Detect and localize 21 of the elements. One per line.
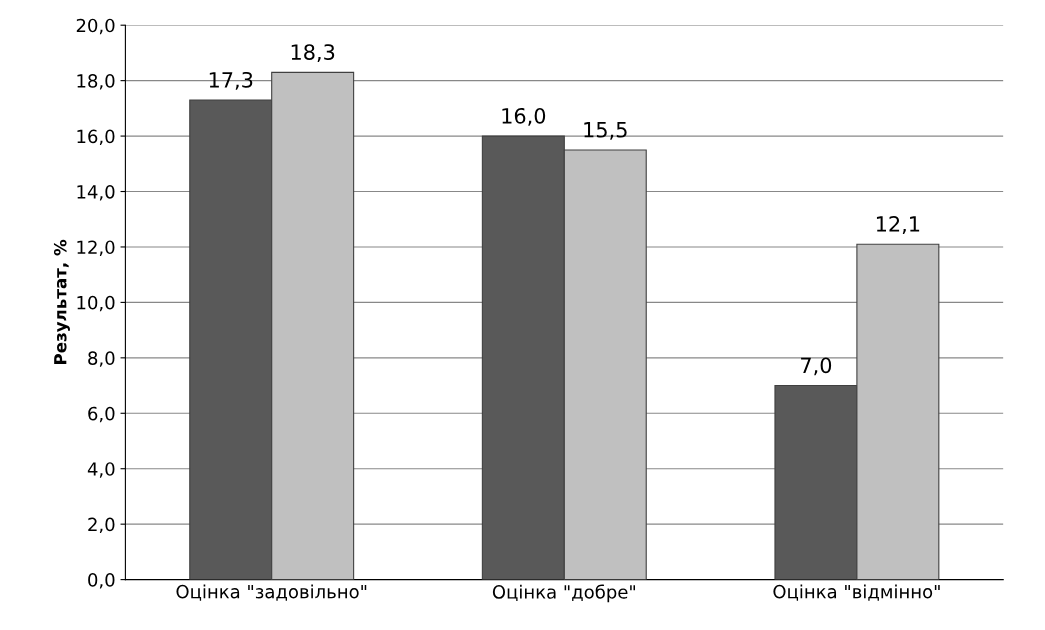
y-tick-label: 6,0: [88, 406, 115, 423]
data-label: 7,0: [801, 357, 832, 376]
y-tick-label: 10,0: [77, 295, 115, 312]
y-tick-label: 0,0: [88, 573, 115, 589]
data-label: 17,3: [209, 71, 253, 90]
y-tick-label: 20,0: [76, 18, 115, 35]
x-tick-label: Оцінка "задовільно": [176, 584, 367, 601]
data-label: 18,3: [291, 44, 335, 63]
y-tick-label: 16,0: [77, 129, 115, 146]
y-tick-label: 8,0: [88, 351, 115, 367]
y-tick-label: 18,0: [77, 74, 115, 90]
y-tick-label: 14,0: [77, 184, 115, 201]
y-axis-title: Результат, %: [53, 239, 70, 364]
data-label: 16,0: [502, 107, 546, 126]
data-label: 15,5: [584, 122, 627, 140]
x-tick-label: Оцінка "відмінно": [773, 584, 940, 601]
data-label: 12,1: [876, 216, 920, 234]
y-tick-label: 12,0: [77, 240, 115, 256]
y-tick-label: 2,0: [88, 517, 115, 534]
x-tick-label: Оцінка "добре": [492, 584, 635, 603]
y-tick-label: 4,0: [87, 462, 115, 478]
